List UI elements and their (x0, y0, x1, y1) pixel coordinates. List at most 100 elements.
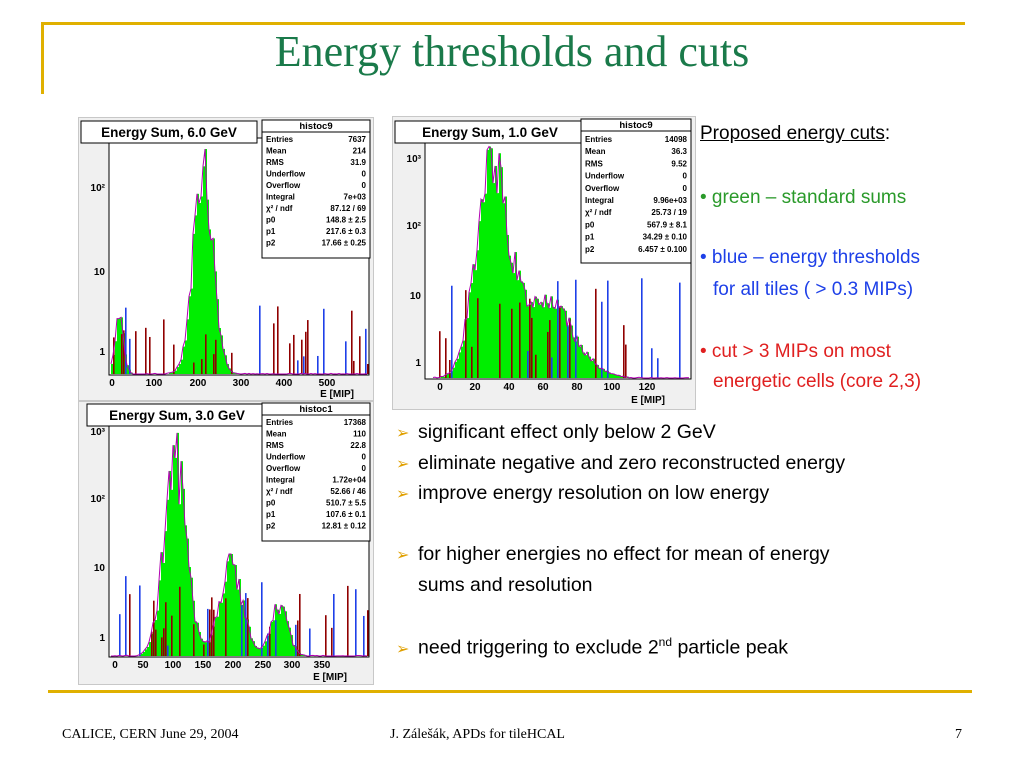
histogram-spike (213, 609, 215, 656)
xtick: 0 (109, 378, 115, 389)
histogram-spike (299, 593, 301, 656)
histogram-bin (179, 364, 181, 374)
histogram-bin (115, 341, 117, 374)
histogram-outline (111, 432, 368, 657)
histogram-bin (285, 611, 287, 656)
histogram-bin (273, 620, 275, 656)
histogram-bin (145, 649, 147, 656)
histogram-spike (275, 620, 277, 656)
histogram-spike (155, 629, 157, 656)
list-item: ➢ significant effect only below 2 GeV (396, 421, 716, 444)
histogram-spike (201, 359, 203, 374)
histogram-spike (129, 338, 131, 374)
histogram-spike (601, 301, 603, 378)
ytick: 10² (91, 183, 106, 194)
stats-key: p2 (585, 245, 595, 254)
histogram-bin (225, 355, 227, 374)
histogram-bin (217, 299, 219, 374)
histogram-bin (443, 376, 445, 378)
xtick: 300 (233, 378, 250, 389)
histogram-bin (221, 602, 223, 656)
histogram-bin (181, 359, 183, 374)
stats-value: 1.72e+04 (332, 476, 366, 485)
ytick: 10 (410, 291, 422, 302)
histogram-spike (651, 348, 653, 378)
histogram-bin (483, 202, 485, 378)
histogram-spike (231, 352, 233, 374)
histogram-bin (199, 632, 201, 656)
histogram-bin (219, 601, 221, 656)
histogram-bars (111, 432, 369, 657)
cut-blue-line2: for all tiles ( > 0.3 MIPs) (713, 279, 914, 300)
histogram-bin (585, 355, 587, 378)
histogram-spike (557, 281, 559, 378)
histogram-bin (281, 605, 283, 656)
histogram-6gev-svg: 10² 10 1 0 100 200 300 400 500 E [MIP] E… (80, 119, 371, 400)
histogram-spike (269, 626, 271, 656)
histogram-bin (441, 376, 443, 378)
stats-key: Underflow (266, 170, 306, 179)
histogram-bin (287, 621, 289, 656)
histogram-spike (471, 346, 473, 378)
histogram-spike (113, 337, 115, 374)
histogram-bin (201, 196, 203, 374)
histogram-bin (183, 346, 185, 374)
histogram-spike (163, 628, 165, 656)
histogram-bin (263, 645, 265, 656)
plot-label: Energy Sum, 1.0 GeV (422, 125, 558, 140)
histogram-bin (119, 318, 121, 374)
histogram-bin (157, 610, 159, 656)
arrow-bullet-icon: ➢ (396, 425, 410, 442)
histogram-outline (110, 148, 368, 375)
stats-value: 14098 (665, 135, 688, 144)
cut-green: • green – standard sums (700, 187, 907, 208)
histogram-bin (201, 638, 203, 656)
histogram-bin (581, 345, 583, 378)
histogram-bin (487, 149, 489, 378)
histogram-bin (205, 149, 207, 374)
histogram-bin (191, 577, 193, 656)
stats-value: 17368 (344, 418, 367, 427)
ytick: 10² (91, 494, 106, 505)
stats-title: histoc9 (299, 121, 332, 132)
xtick: 60 (537, 382, 549, 393)
stats-box: histoc1 Entries 17368 Mean 110 RMS 22.8 Underf… (261, 402, 371, 542)
histogram-bin (539, 304, 541, 378)
histogram-bin (181, 461, 183, 656)
histogram-spike (293, 334, 295, 374)
histogram-bin (215, 271, 217, 374)
histogram-bin (489, 146, 491, 378)
xtick: 120 (639, 382, 656, 393)
list-item: ➢ eliminate negative and zero reconstruct… (396, 452, 845, 475)
histogram-bars (432, 145, 690, 379)
stats-key: Integral (585, 196, 614, 205)
histogram-bin (207, 199, 209, 374)
accent-bottom-line (48, 690, 972, 693)
histogram-spike (129, 594, 131, 656)
histogram-bin (589, 356, 591, 378)
histogram-spike (625, 344, 627, 378)
stats-key: p0 (585, 220, 595, 229)
histogram-spike (449, 360, 451, 378)
histogram-bin (603, 368, 605, 378)
histogram-bin (495, 165, 497, 378)
histogram-bin (541, 302, 543, 378)
proposed-cuts-colon: : (884, 123, 891, 144)
xtick: 100 (146, 378, 163, 389)
histogram-bin (217, 616, 219, 656)
stats-key: Integral (266, 193, 295, 202)
histogram-spike (277, 306, 279, 374)
histogram-spike (351, 310, 353, 374)
histogram-bin (533, 307, 535, 378)
xtick: 0 (112, 660, 118, 671)
histogram-outline (432, 145, 690, 379)
stats-value: 0 (362, 181, 367, 190)
histogram-spike (549, 320, 551, 378)
histogram-spike (121, 334, 123, 374)
stats-key: RMS (585, 159, 603, 168)
histogram-bin (561, 306, 563, 378)
histogram-bin (255, 645, 257, 656)
stats-key: p1 (266, 510, 276, 519)
histogram-spike (247, 598, 249, 656)
histogram-bin (577, 336, 579, 378)
